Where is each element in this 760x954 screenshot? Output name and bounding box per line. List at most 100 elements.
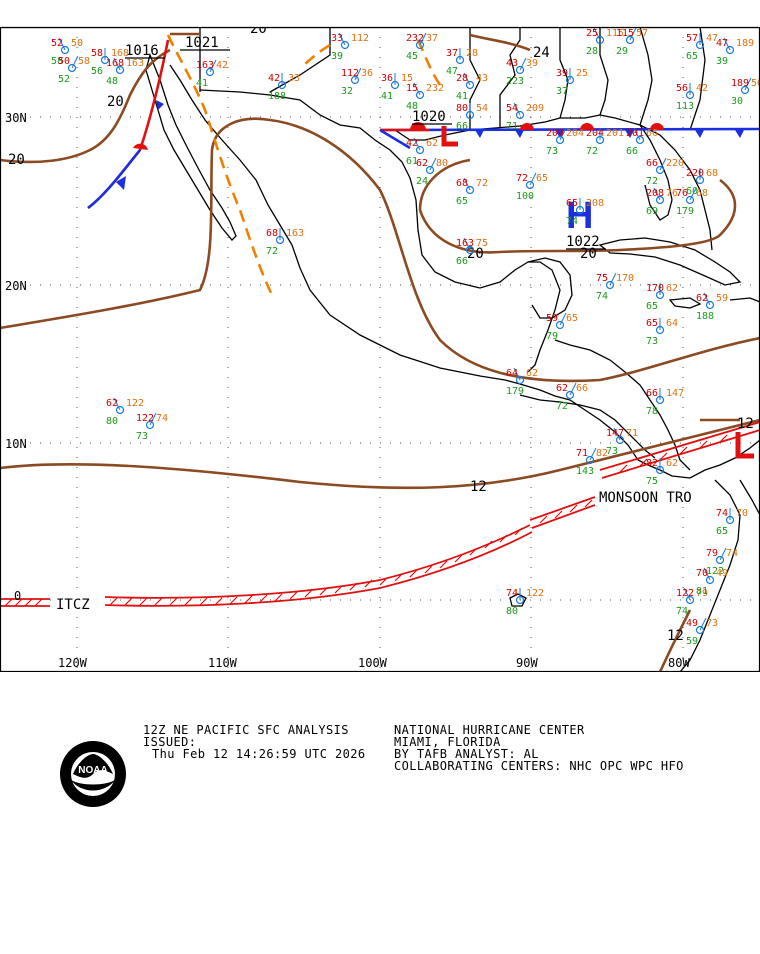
station-value: 122 (526, 588, 544, 599)
station-plot: 62 72 66 (556, 382, 588, 412)
station-value: 37 (446, 48, 458, 59)
station-value: 62 (106, 398, 118, 409)
station-marker (515, 375, 525, 385)
station-plot: 36 41 15 (381, 73, 413, 102)
station-plot: 170 65 62 (646, 283, 678, 312)
station-value: 62 (666, 458, 678, 469)
pressure-label-1021: 1021 (185, 35, 219, 51)
station-value: 58 (78, 56, 90, 67)
station-value: 28 (466, 48, 478, 59)
itcz (0, 421, 760, 607)
isobars (0, 32, 760, 672)
station-value: 41 (381, 91, 393, 102)
station-plot: 115 29 57 (616, 27, 648, 57)
wind-barb (419, 32, 427, 46)
station-value: 170 (646, 283, 664, 294)
station-value: 28 (586, 46, 598, 57)
station-value: 41 (196, 78, 208, 89)
station-value: 39 (331, 51, 343, 62)
station-value: 39 (526, 58, 538, 69)
station-marker (605, 280, 615, 290)
station-plot: 28 41 43 (456, 72, 488, 102)
station-marker (415, 90, 425, 100)
station-value: 201 (626, 128, 644, 139)
station-value: 66 (626, 146, 638, 157)
isobar-label: 20 (580, 246, 597, 262)
station-value: 65 (716, 526, 728, 537)
station-value: 65 (566, 198, 578, 209)
station-value: 62 (666, 283, 678, 294)
isobar-label: 20 (467, 246, 484, 262)
station-value: 163 (456, 238, 474, 249)
station-value: 179 (676, 206, 694, 217)
lon-label: 120W (58, 656, 88, 670)
station-value: 15 (401, 73, 413, 84)
station-plot: 74 65 70 (716, 508, 748, 537)
station-plot: 82 75 62 (646, 458, 678, 487)
station-value: 72 (646, 176, 658, 187)
station-value: 80 (436, 158, 448, 169)
station-plot: 204 72 201 (586, 128, 624, 157)
station-value: 58 (91, 48, 103, 59)
station-value: 80 (456, 103, 468, 114)
station-value: 66 (456, 121, 468, 132)
station-value: 49 (686, 618, 698, 629)
station-value: 75 (646, 476, 658, 487)
station-value: 71 (626, 428, 638, 439)
station-plot: 65 73 64 (646, 318, 678, 347)
itcz-label: ITCZ (56, 597, 90, 613)
station-value: 122 (136, 413, 154, 424)
station-plot: 37 47 28 (446, 48, 478, 77)
station-value: 72 (586, 146, 598, 157)
station-value: 65 (456, 196, 468, 207)
station-marker (595, 35, 605, 45)
station-value: 65 (646, 301, 658, 312)
station-value: 232 (426, 83, 444, 94)
station-plot: 39 37 25 (556, 68, 588, 97)
station-value: 68 (456, 178, 468, 189)
station-value: 73 (136, 431, 148, 442)
station-marker (60, 45, 70, 55)
wind-barb (338, 32, 346, 46)
wind-barb (683, 587, 691, 601)
station-value: 42 (696, 83, 708, 94)
station-value: 82 (646, 458, 658, 469)
footer (0, 672, 760, 954)
station-plot: 50 52 58 (58, 55, 90, 85)
station-plot: 122 73 74 (136, 412, 168, 442)
station-marker (340, 40, 350, 50)
station-value: 168 (106, 58, 124, 69)
svg-text:NOAA: NOAA (78, 765, 107, 776)
station-plot: 75 74 170 (596, 272, 634, 302)
station-value: 209 (546, 128, 564, 139)
station-value: 70 (736, 508, 748, 519)
station-value: 204 (586, 128, 604, 139)
station-plot: 54 71 209 (506, 102, 544, 132)
station-marker (695, 625, 705, 635)
wind-barb (589, 447, 597, 461)
station-value: 66 (576, 383, 588, 394)
station-value: 32 (341, 86, 353, 97)
lat-label: 0 (14, 589, 21, 603)
wind-barb (569, 382, 577, 396)
station-value: 56 (91, 66, 103, 77)
station-value: 58 (51, 56, 63, 67)
station-plot: 168 48 163 (106, 57, 144, 87)
wind-barb (613, 427, 621, 441)
station-value: 179 (506, 386, 524, 397)
station-value: 54 (476, 103, 488, 114)
wind-barb (354, 67, 362, 81)
station-value: 112 (351, 33, 369, 44)
station-value: 57 (686, 33, 698, 44)
station-plot: 33 39 112 (331, 32, 369, 62)
station-value: 74 (676, 606, 688, 617)
wind-barb (703, 567, 711, 581)
station-value: 62 (426, 138, 438, 149)
station-value: 47 (446, 66, 458, 77)
